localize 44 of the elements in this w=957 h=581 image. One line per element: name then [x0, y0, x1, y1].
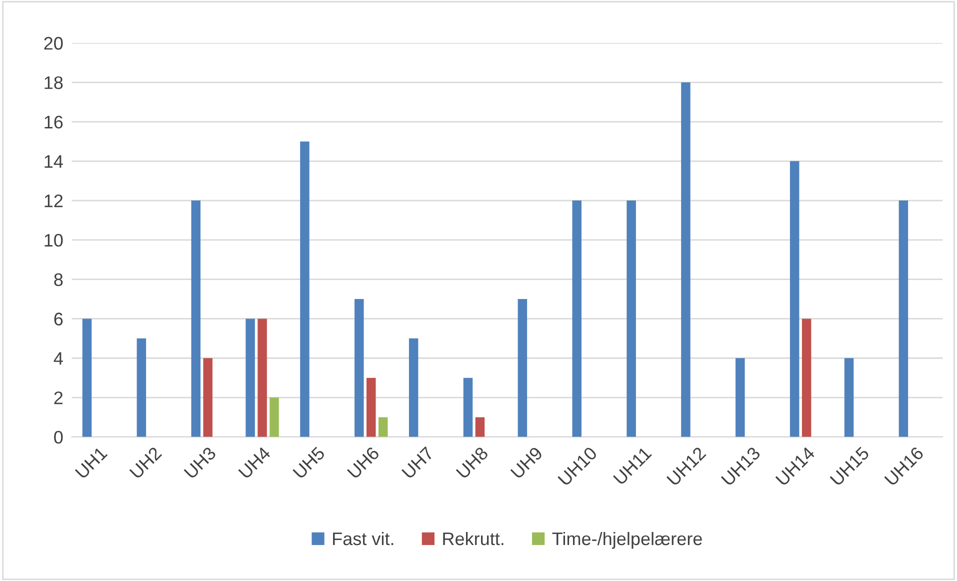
bar: [844, 358, 854, 437]
bar: [802, 318, 812, 437]
bar: [258, 318, 267, 437]
y-tick-label: 20: [44, 36, 63, 50]
bar: [626, 200, 636, 437]
bar: [475, 417, 485, 437]
y-tick-label: 16: [44, 116, 63, 128]
y-tick-label: 12: [44, 194, 63, 208]
bar: [191, 200, 200, 437]
y-tick-label: 10: [44, 234, 63, 247]
bar: [82, 318, 92, 437]
bar: [246, 318, 255, 437]
bar: [354, 299, 364, 437]
y-tick-label: 0: [54, 430, 63, 444]
bar: [300, 141, 310, 437]
bar: [136, 338, 146, 437]
x-tick-label: UH2: [129, 446, 162, 480]
bar: [366, 378, 376, 437]
x-tick-label: UH9: [510, 446, 544, 480]
x-tick-label: UH6: [346, 446, 380, 480]
y-tick-label: 14: [44, 155, 63, 168]
bar: [203, 358, 212, 437]
bar: [518, 299, 528, 437]
x-tick-label: UH1: [74, 446, 108, 480]
y-tick-label: 2: [54, 391, 63, 404]
y-tick-label: 4: [54, 352, 63, 365]
bar: [378, 417, 388, 437]
bar: [736, 358, 745, 437]
bar: [898, 200, 908, 437]
bar: [270, 398, 279, 437]
bar: [463, 378, 473, 437]
x-tick-label: UH3: [184, 446, 217, 480]
x-tick-label: UH8: [456, 446, 489, 480]
bar: [790, 161, 800, 437]
legend-label: Rekrutt.: [443, 532, 504, 546]
y-tick-label: 6: [54, 312, 63, 326]
legend-label: Fast vit.: [333, 532, 394, 546]
y-tick-label: 18: [44, 76, 63, 90]
bar: [408, 338, 418, 437]
x-tick-label: UH4: [238, 446, 272, 480]
legend-label: Time-/hjelpelærere: [552, 532, 702, 549]
bar: [572, 200, 582, 437]
bar: [681, 82, 690, 437]
y-tick-label: 8: [54, 273, 63, 286]
